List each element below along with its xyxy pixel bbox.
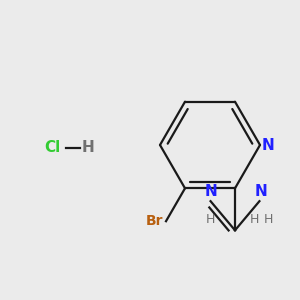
Text: H: H	[250, 213, 259, 226]
Text: Cl: Cl	[44, 140, 60, 155]
Text: H: H	[206, 213, 215, 226]
Text: H: H	[264, 213, 273, 226]
Text: H: H	[82, 140, 94, 155]
Text: N: N	[262, 137, 275, 152]
Text: Br: Br	[146, 214, 163, 228]
Text: N: N	[255, 184, 268, 199]
Text: N: N	[204, 184, 217, 199]
